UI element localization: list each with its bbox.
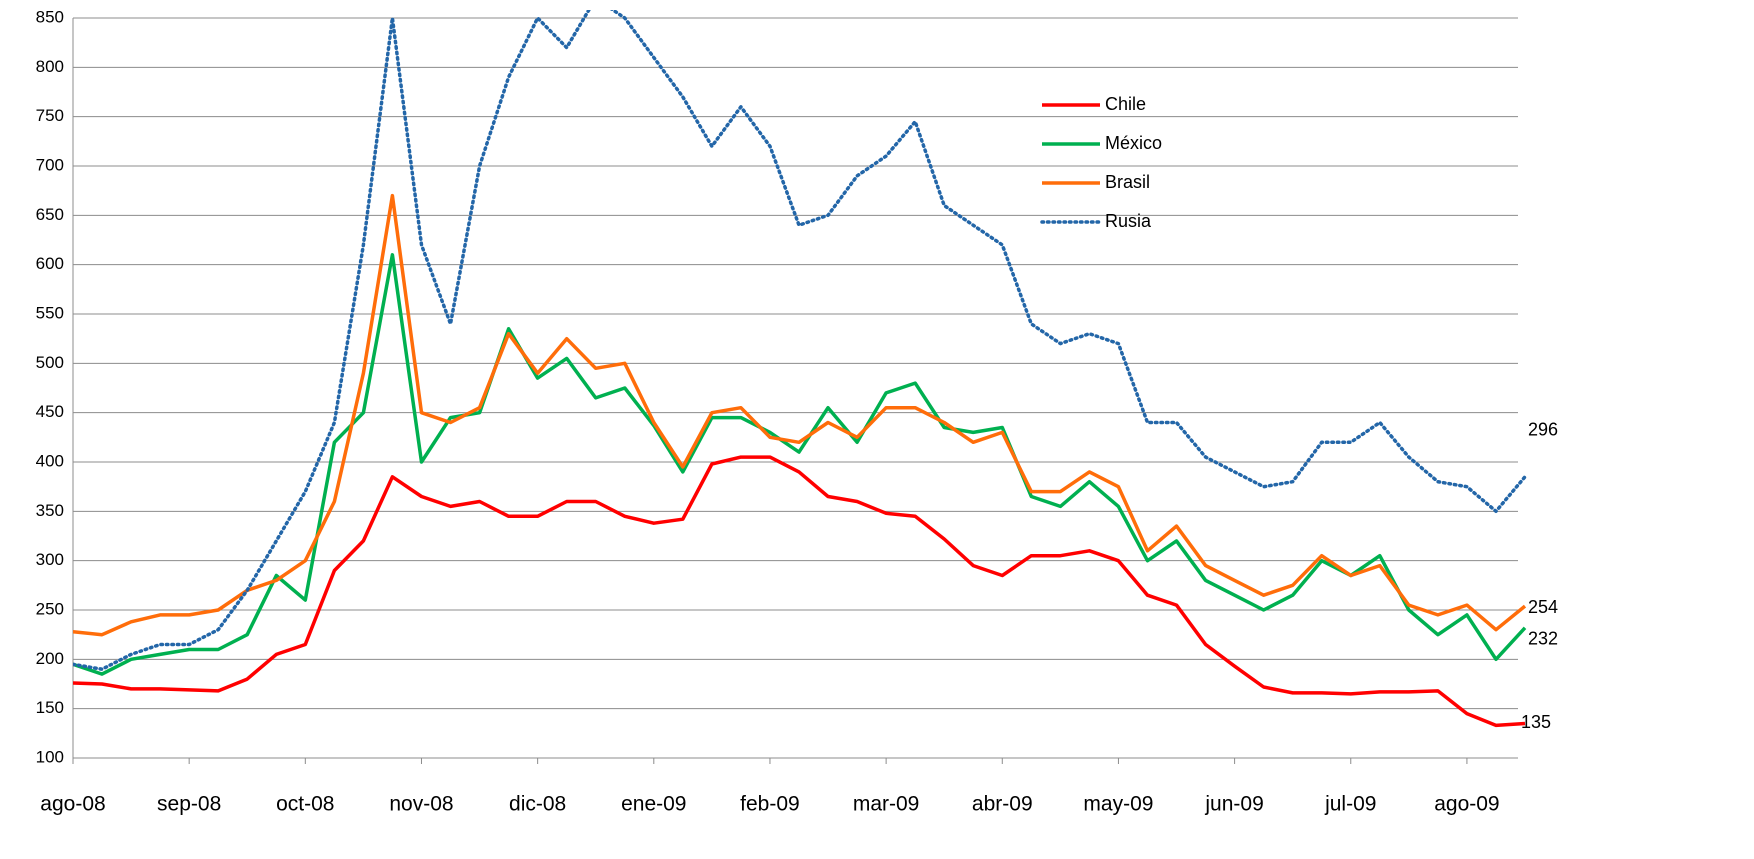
y-tick-label: 600 <box>36 254 64 273</box>
x-tick-label: oct-08 <box>276 793 334 816</box>
y-tick-label: 350 <box>36 501 64 520</box>
x-tick-label: may-09 <box>1083 793 1153 816</box>
y-tick-label: 500 <box>36 353 64 372</box>
end-annotation: 232 <box>1528 629 1558 649</box>
x-tick-label: feb-09 <box>740 793 800 816</box>
y-tick-label: 100 <box>36 747 64 766</box>
series-line <box>73 10 1527 671</box>
y-tick-label: 750 <box>36 106 64 125</box>
x-tick-label: nov-08 <box>389 793 453 816</box>
series-line <box>73 455 1526 728</box>
y-tick-label: 250 <box>36 599 64 618</box>
y-tick-label: 800 <box>36 57 64 76</box>
end-annotation: 296 <box>1528 420 1558 440</box>
x-tick-label: ago-09 <box>1434 793 1499 816</box>
x-tick-label: ago-08 <box>40 793 105 816</box>
series-line <box>73 193 1527 637</box>
legend-label: Chile <box>1105 94 1146 114</box>
y-tick-label: 200 <box>36 649 64 668</box>
y-tick-label: 300 <box>36 550 64 569</box>
y-tick-label: 650 <box>36 205 64 224</box>
y-tick-label: 700 <box>36 155 64 174</box>
x-tick-label: jul-09 <box>1324 793 1376 816</box>
x-tick-label: dic-08 <box>509 793 566 816</box>
legend-label: México <box>1105 133 1162 153</box>
x-tick-label: abr-09 <box>972 793 1033 816</box>
x-tick-label: ene-09 <box>621 793 686 816</box>
end-annotation: 135 <box>1521 712 1551 732</box>
y-tick-label: 550 <box>36 303 64 322</box>
y-tick-label: 150 <box>36 698 64 717</box>
x-tick-label: sep-08 <box>157 793 221 816</box>
series-line <box>73 253 1527 676</box>
plot-area <box>73 10 1527 728</box>
x-tick-label: mar-09 <box>853 793 920 816</box>
legend-label: Brasil <box>1105 172 1150 192</box>
x-tick-label: jun-09 <box>1204 793 1263 816</box>
grid <box>72 17 1518 764</box>
y-tick-label: 400 <box>36 451 64 470</box>
y-tick-label: 850 <box>36 7 64 26</box>
legend-label: Rusia <box>1105 211 1152 231</box>
y-tick-label: 450 <box>36 402 64 421</box>
end-annotation: 254 <box>1528 597 1558 617</box>
